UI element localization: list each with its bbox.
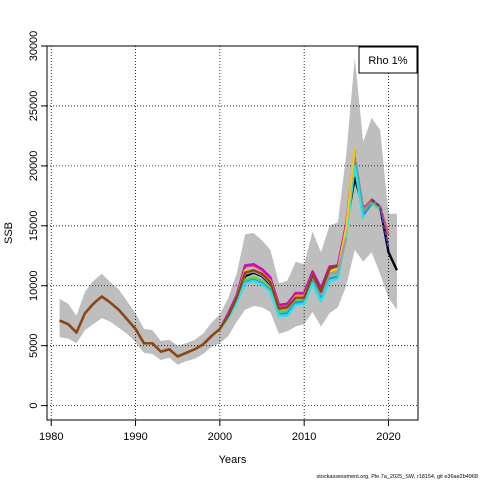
y-tick-label: 25000 xyxy=(28,91,40,122)
y-axis-title: SSB xyxy=(3,222,15,244)
y-tick-label: 30000 xyxy=(28,31,40,62)
y-tick-label: 15000 xyxy=(28,211,40,242)
axes: 1980 1990 2000 2010 2020 0 5000 10000 15000 20000… xyxy=(28,31,401,443)
y-tick-label: 0 xyxy=(28,403,40,409)
confidence-band-area xyxy=(59,58,397,365)
y-tick-label: 10000 xyxy=(28,270,40,301)
x-tick-label: 1990 xyxy=(123,431,147,443)
series-lines xyxy=(59,147,398,358)
x-tick-label: 2010 xyxy=(292,431,316,443)
x-tick-label: 1980 xyxy=(39,431,63,443)
footer-note: stockassessment.org, Ple.7a_2025_SW, r18… xyxy=(317,474,478,480)
series-line-10 xyxy=(370,198,390,248)
legend: Rho 1% xyxy=(358,46,418,74)
legend-label: Rho 1% xyxy=(368,55,407,67)
y-tick-label: 20000 xyxy=(28,151,40,182)
x-tick-label: 2000 xyxy=(208,431,232,443)
legend-box xyxy=(358,46,418,74)
confidence-band xyxy=(59,58,397,365)
x-axis-title: Years xyxy=(219,454,247,466)
plot-frame xyxy=(46,45,419,421)
y-tick-label: 5000 xyxy=(28,333,40,357)
x-tick-label: 2020 xyxy=(376,431,400,443)
series-line-9 xyxy=(59,264,339,358)
